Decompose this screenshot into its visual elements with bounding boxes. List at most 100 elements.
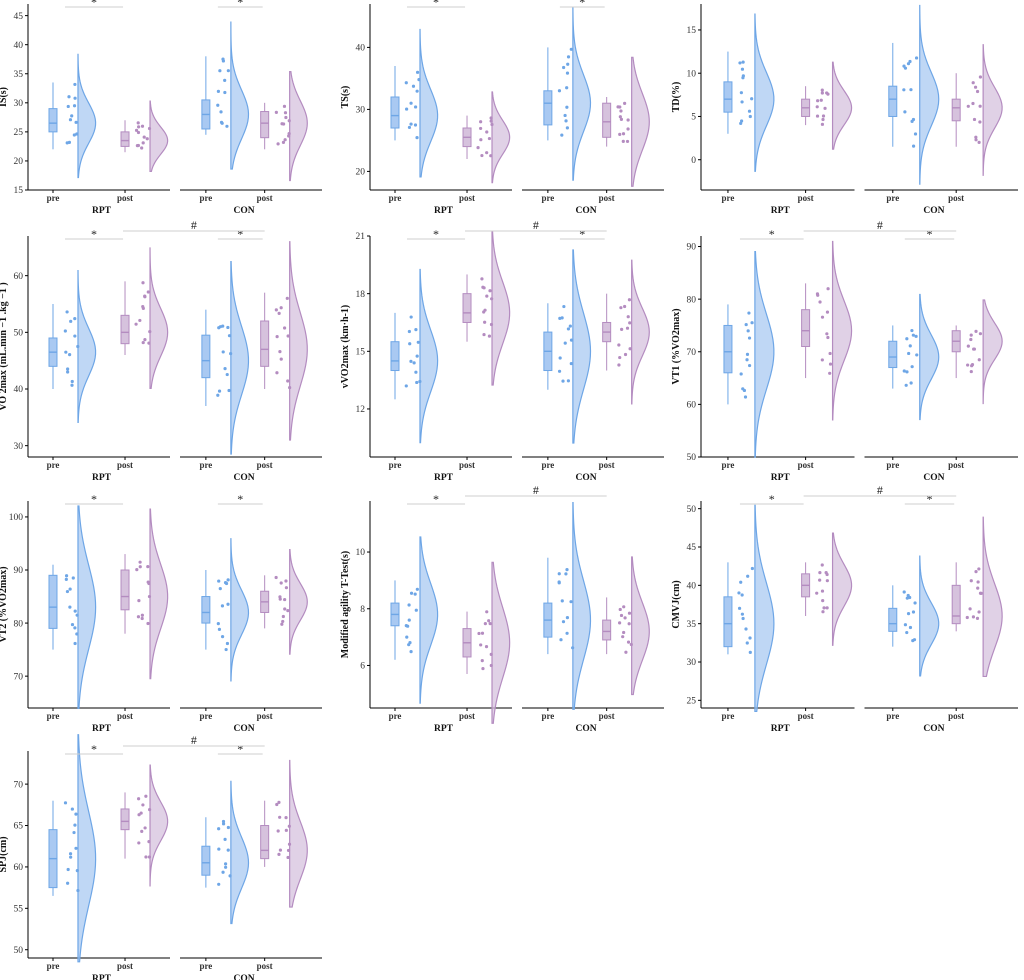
data-point — [219, 110, 223, 114]
y-axis-label: IS(s) — [0, 87, 9, 107]
density-cloud — [149, 764, 169, 887]
density-cloud — [149, 508, 169, 680]
between-sig-marker: # — [191, 218, 197, 232]
condition-label: post — [798, 711, 814, 721]
data-point — [141, 141, 145, 145]
data-point — [623, 616, 627, 620]
condition-label: pre — [722, 193, 735, 203]
data-point — [561, 379, 565, 383]
box — [723, 596, 733, 648]
data-point — [70, 383, 74, 387]
data-point — [287, 119, 291, 123]
data-point — [560, 599, 564, 603]
data-point — [909, 88, 913, 92]
group-label: CON — [923, 206, 944, 216]
box — [801, 309, 811, 347]
density-cloud — [631, 259, 650, 405]
data-point — [283, 597, 287, 602]
condition-label: post — [948, 193, 964, 203]
data-point — [147, 594, 152, 599]
data-point — [738, 61, 742, 65]
data-point — [409, 101, 413, 105]
data-point — [146, 580, 150, 584]
box — [602, 102, 612, 138]
data-point — [148, 330, 152, 334]
data-point — [739, 372, 743, 376]
data-point — [225, 372, 229, 377]
group-label: CON — [576, 206, 597, 216]
between-sig-marker: # — [877, 483, 883, 497]
data-point — [566, 55, 571, 59]
sig-marker: * — [237, 0, 243, 9]
data-point — [217, 627, 222, 631]
data-point — [479, 120, 483, 124]
data-point — [489, 154, 493, 158]
data-point — [217, 326, 221, 330]
data-point — [622, 630, 626, 635]
data-point — [75, 132, 79, 136]
y-tick-label: 45 — [687, 543, 697, 553]
data-point — [216, 89, 221, 93]
data-point — [906, 612, 911, 616]
sig-marker: * — [926, 227, 932, 241]
data-point — [286, 334, 290, 338]
data-point — [147, 839, 151, 844]
sig-marker: * — [579, 0, 585, 9]
data-point — [911, 117, 916, 122]
condition-label: post — [117, 460, 133, 470]
data-point — [978, 104, 982, 108]
data-point — [565, 71, 570, 75]
data-point — [281, 140, 286, 144]
condition-label: post — [257, 711, 273, 721]
data-point — [828, 362, 833, 366]
data-point — [818, 300, 822, 304]
condition-label: pre — [541, 460, 554, 470]
data-point — [619, 117, 624, 121]
data-point — [227, 334, 232, 338]
condition-label: post — [117, 711, 133, 721]
data-point — [976, 580, 980, 584]
data-point — [972, 117, 977, 122]
y-axis-label: vVO2max (km·h-1) — [340, 305, 351, 388]
data-point — [409, 315, 413, 319]
data-point — [745, 358, 749, 362]
data-point — [286, 609, 290, 613]
data-point — [143, 826, 147, 830]
data-point — [825, 310, 830, 314]
data-point — [288, 386, 292, 390]
data-point — [480, 153, 484, 158]
y-tick-label: 60 — [14, 272, 24, 282]
data-point — [828, 351, 832, 356]
y-tick-label: 15 — [14, 186, 24, 196]
data-point — [413, 592, 417, 596]
data-point — [971, 615, 976, 619]
data-point — [479, 138, 483, 142]
data-point — [820, 122, 825, 126]
data-point — [217, 882, 221, 886]
sig-marker: * — [769, 492, 775, 506]
sig-marker: * — [91, 742, 97, 756]
density-cloud — [982, 516, 1003, 678]
data-point — [977, 567, 981, 571]
y-tick-label: 40 — [687, 582, 697, 592]
y-axis-label: CMVJ(cm) — [671, 580, 682, 628]
data-point — [69, 855, 73, 859]
data-point — [910, 328, 914, 333]
y-tick-label: 5 — [691, 113, 696, 123]
data-point — [740, 67, 745, 71]
data-point — [409, 122, 413, 126]
density-cloud — [230, 261, 250, 455]
data-point — [566, 379, 571, 383]
data-point — [67, 95, 71, 99]
data-point — [569, 361, 573, 366]
data-point — [483, 320, 487, 324]
data-point — [138, 560, 142, 564]
data-point — [223, 367, 227, 371]
data-point — [913, 132, 918, 136]
data-point — [483, 308, 487, 312]
data-point — [910, 365, 914, 369]
box — [543, 90, 553, 126]
data-point — [76, 344, 80, 349]
data-point — [409, 591, 414, 595]
data-point — [284, 828, 288, 832]
